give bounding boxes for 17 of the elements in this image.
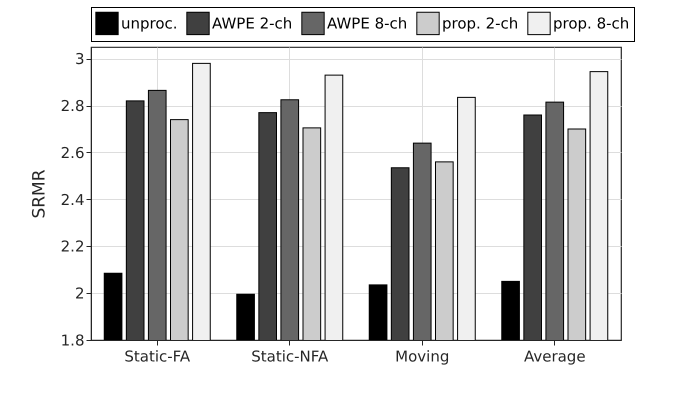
y-tick-label: 2.2 <box>60 238 84 256</box>
legend-label: AWPE 8-ch <box>327 14 408 32</box>
y-tick-label: 2.8 <box>60 97 84 116</box>
legend-label: unproc. <box>121 14 178 32</box>
y-tick-label: 2.4 <box>60 190 84 209</box>
legend-label: prop. 8-ch <box>553 14 630 32</box>
y-tick-label: 3 <box>74 50 84 68</box>
legend-label: AWPE 2-ch <box>212 14 292 32</box>
legend-label: prop. 2-ch <box>442 14 518 32</box>
y-tick-label: 1.8 <box>60 332 84 350</box>
x-tick-label: Static-FA <box>124 348 191 366</box>
y-tick-label: 2 <box>74 284 84 303</box>
x-tick-label: Static-NFA <box>251 348 329 366</box>
x-tick-label: Moving <box>395 348 450 366</box>
y-axis-title: SRMR <box>30 169 50 219</box>
x-tick-label: Average <box>524 348 586 366</box>
y-tick-label: 2.6 <box>60 144 84 162</box>
